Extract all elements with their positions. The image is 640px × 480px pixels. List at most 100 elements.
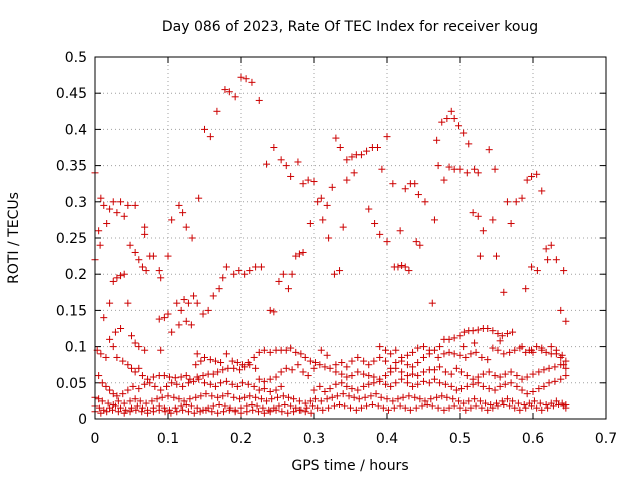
data-point: [179, 209, 187, 217]
data-point: [177, 373, 185, 381]
data-point: [348, 385, 356, 393]
data-point: [246, 267, 254, 275]
data-point: [384, 406, 392, 414]
data-point: [518, 194, 526, 202]
data-point: [503, 395, 511, 403]
data-point: [265, 406, 273, 414]
data-point: [450, 115, 458, 123]
data-point: [374, 402, 382, 410]
data-point: [339, 223, 347, 231]
data-point: [175, 395, 183, 403]
data-point: [120, 270, 128, 278]
data-point: [474, 169, 482, 177]
data-point: [165, 373, 173, 381]
data-point: [350, 169, 358, 177]
data-point: [514, 399, 522, 407]
data-point: [214, 409, 222, 417]
data-point: [516, 406, 524, 414]
data-point: [165, 406, 173, 414]
data-point: [98, 397, 106, 405]
data-point: [378, 165, 386, 173]
data-point: [542, 245, 550, 253]
data-point: [190, 377, 198, 385]
data-point: [440, 350, 448, 358]
data-point: [255, 348, 263, 356]
data-point: [171, 404, 179, 412]
data-point: [457, 385, 465, 393]
data-point: [460, 129, 468, 137]
y-tick-label: 0.5: [65, 50, 87, 66]
data-point: [106, 299, 114, 307]
data-point: [332, 368, 340, 376]
data-point: [301, 353, 309, 361]
data-point: [278, 408, 286, 416]
data-point: [244, 380, 252, 388]
data-point: [228, 357, 236, 365]
data-point: [372, 390, 380, 398]
data-point: [120, 212, 128, 220]
data-point: [449, 395, 457, 403]
data-point: [552, 397, 560, 405]
data-point: [405, 392, 413, 400]
data-point: [471, 339, 479, 347]
data-point: [383, 238, 391, 246]
data-point: [114, 408, 122, 416]
data-point: [122, 406, 130, 414]
data-point: [476, 397, 484, 405]
data-point: [325, 234, 333, 242]
data-point: [233, 359, 241, 367]
data-point: [440, 176, 448, 184]
data-point: [493, 399, 500, 407]
data-point: [117, 325, 125, 332]
data-point: [484, 406, 492, 414]
data-point: [201, 353, 208, 361]
data-point: [103, 220, 111, 228]
data-point: [376, 353, 384, 361]
data-point: [253, 402, 261, 410]
data-point: [529, 348, 537, 356]
data-point: [416, 395, 424, 403]
data-point: [209, 402, 217, 410]
data-point: [336, 267, 344, 275]
data-point: [131, 395, 139, 403]
data-point: [316, 382, 324, 390]
data-point: [277, 368, 285, 376]
data-point: [326, 385, 334, 393]
data-point: [467, 350, 475, 358]
data-point: [190, 292, 198, 300]
data-point: [354, 386, 362, 394]
data-point: [485, 385, 493, 393]
data-point: [129, 382, 137, 390]
data-point: [478, 353, 486, 361]
data-point: [102, 353, 110, 361]
data-point: [124, 201, 132, 209]
data-point: [365, 205, 373, 213]
data-point: [141, 223, 149, 231]
data-point: [398, 262, 406, 270]
data-point: [341, 402, 349, 410]
data-point: [392, 379, 400, 387]
data-point: [533, 267, 541, 275]
data-point: [332, 380, 340, 388]
data-point: [272, 373, 280, 381]
data-point: [352, 406, 360, 414]
data-point: [100, 406, 108, 414]
chart-title: Day 086 of 2023, Rate Of TEC Index for r…: [162, 19, 538, 35]
data-point: [433, 136, 441, 144]
data-point: [275, 277, 283, 285]
data-point: [263, 160, 271, 168]
data-point: [202, 390, 210, 398]
data-point: [401, 263, 409, 271]
data-point: [317, 346, 325, 354]
data-point: [252, 364, 260, 372]
data-point: [202, 406, 210, 414]
data-point: [498, 332, 506, 340]
data-point: [562, 372, 570, 380]
data-point: [131, 201, 139, 209]
y-tick-label: 0.15: [56, 303, 87, 319]
data-point: [160, 372, 168, 380]
data-point: [294, 158, 302, 166]
data-point: [460, 328, 468, 336]
data-point: [117, 272, 125, 280]
data-point: [326, 364, 334, 372]
